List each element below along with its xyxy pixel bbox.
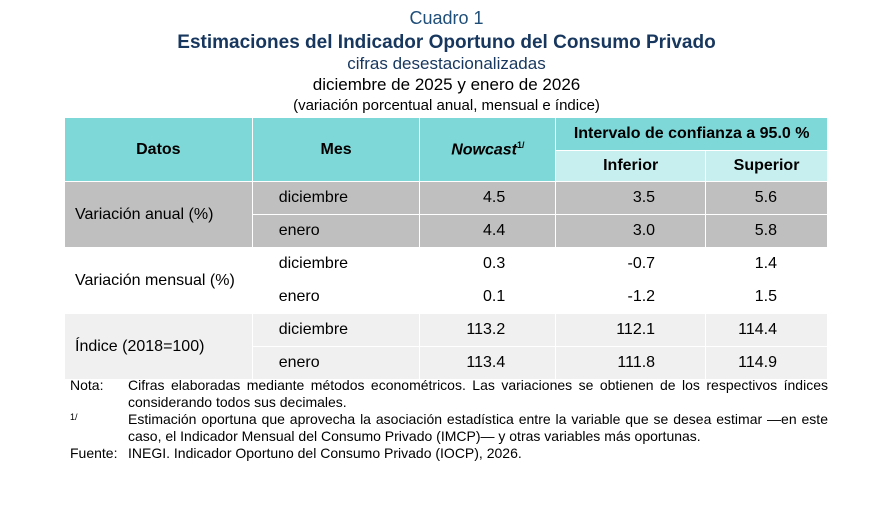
value-cell: 0.3 xyxy=(419,247,557,281)
value-cell: 0.1 xyxy=(419,280,557,314)
value-cell: 3.5 xyxy=(555,181,707,215)
note-label: Nota: xyxy=(70,377,104,393)
notes: Nota: Cifras elaboradas mediante métodos … xyxy=(70,377,828,462)
table-row: enero 0.1 -1.2 1.5 xyxy=(65,280,828,314)
header-cell: Inferior xyxy=(555,150,707,182)
header-cell: Nowcast1/ xyxy=(419,117,557,182)
value-cell: 113.4 xyxy=(419,346,557,380)
month-cell: enero xyxy=(251,346,421,380)
value-cell: 5.6 xyxy=(705,181,828,215)
title: Estimaciones del Indicador Oportuno del … xyxy=(177,32,716,53)
group-cell: Variación mensual (%) xyxy=(64,247,253,314)
header-text: Nowcast xyxy=(451,141,517,159)
month-cell: diciembre xyxy=(251,247,421,281)
table-row: Índice (2018=100) diciembre 113.2 112.1 114.… xyxy=(64,313,828,380)
note-label: Fuente: xyxy=(70,445,118,461)
note-label: 1/ xyxy=(70,412,78,422)
value-cell: 4.5 xyxy=(419,181,557,215)
table-row: enero 113.4 111.8 114.9 xyxy=(65,346,828,380)
value-cell: -1.2 xyxy=(555,280,707,314)
group-cell: Índice (2018=100) xyxy=(64,313,253,380)
note-text: Estimación oportuna que aprovecha la aso… xyxy=(128,411,828,444)
value-cell: 114.4 xyxy=(705,313,828,347)
value-cell: 1.4 xyxy=(705,247,828,281)
value-cell: 5.8 xyxy=(705,214,828,248)
month-cell: diciembre xyxy=(251,181,421,215)
period: diciembre de 2025 y enero de 2026 xyxy=(312,75,581,94)
note: Fuente: INEGI. Indicador Oportuno del Con… xyxy=(70,445,828,462)
subtitle: cifras desestacionalizadas xyxy=(347,54,546,73)
value-cell: 3.0 xyxy=(555,214,707,248)
value-cell: 4.4 xyxy=(419,214,557,248)
note-text: Cifras elaboradas mediante métodos econo… xyxy=(128,377,828,410)
value-cell: 1.5 xyxy=(705,280,828,314)
month-cell: enero xyxy=(251,280,421,314)
header-cell: Superior xyxy=(705,150,828,182)
data-table: Datos Mes Nowcast1/ Intervalo de confian… xyxy=(64,117,828,380)
footnote-mark: 1/ xyxy=(517,139,525,150)
header-cell: Mes xyxy=(251,117,421,182)
table-row: Variación mensual (%) diciembre 0.3 -0.7 1.4 xyxy=(64,247,828,314)
value-cell: 112.1 xyxy=(555,313,707,347)
note: 1/Estimación oportuna que aprovecha la a… xyxy=(70,411,828,445)
note-text: INEGI. Indicador Oportuno del Consumo Pr… xyxy=(128,445,522,461)
table-row: Variación anual (%) diciembre 4.5 3.5 5.6 xyxy=(64,181,828,248)
month-cell: enero xyxy=(251,214,421,248)
group-cell: Variación anual (%) xyxy=(64,181,253,248)
units: (variación porcentual anual, mensual e í… xyxy=(293,97,600,114)
table-label: Cuadro 1 xyxy=(409,8,484,28)
table-body: Variación anual (%) diciembre 4.5 3.5 5.6 ene… xyxy=(64,181,828,380)
header-cell: Datos xyxy=(64,117,253,182)
value-cell: 113.2 xyxy=(419,313,557,347)
table-row: enero 4.4 3.0 5.8 xyxy=(65,214,828,248)
value-cell: 114.9 xyxy=(705,346,828,380)
note: Nota: Cifras elaboradas mediante métodos … xyxy=(70,377,828,411)
header-cell: Intervalo de confianza a 95.0 % xyxy=(555,117,828,151)
month-cell: diciembre xyxy=(251,313,421,347)
value-cell: -0.7 xyxy=(555,247,707,281)
value-cell: 111.8 xyxy=(555,346,707,380)
